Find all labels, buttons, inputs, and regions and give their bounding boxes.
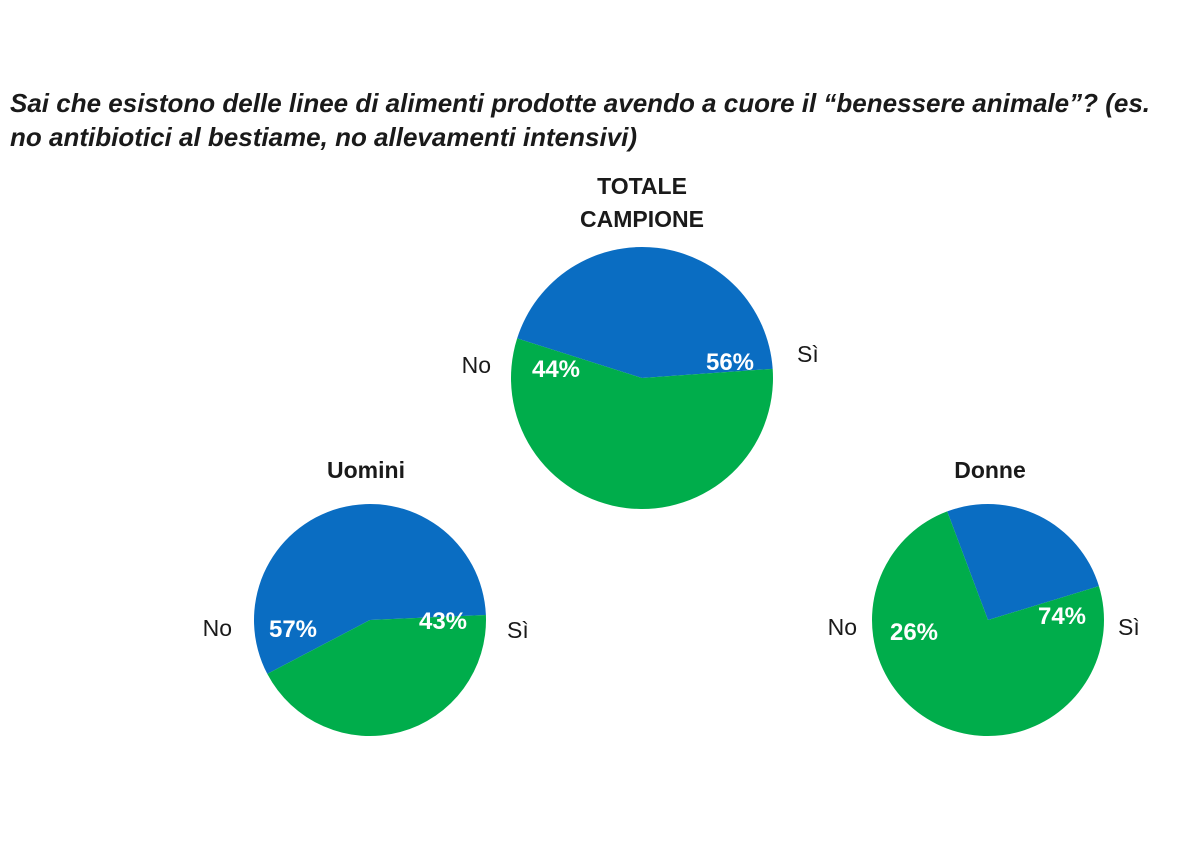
pie-side-label-totale-no: No xyxy=(462,352,491,378)
pie-totale-campione: TOTALE CAMPIONE No Sì 44% 56% xyxy=(462,173,819,509)
pie-side-label-donne-si: Sì xyxy=(1118,614,1140,640)
pie-side-label-totale-si: Sì xyxy=(797,341,819,367)
pie-title-totale-line-1: TOTALE xyxy=(597,173,687,199)
pie-value-donne-no: 26% xyxy=(890,619,938,646)
pie-side-label-donne-no: No xyxy=(828,614,857,640)
pie-title-donne: Donne xyxy=(954,457,1026,483)
pie-side-label-uomini-no: No xyxy=(203,615,232,641)
pie-value-uomini-si: 43% xyxy=(419,608,467,635)
pie-slice-uomini-no xyxy=(254,504,486,674)
pie-value-uomini-no: 57% xyxy=(269,616,317,643)
pie-slice-totale-si xyxy=(510,338,773,509)
pie-slice-donne-no xyxy=(947,504,1099,620)
pie-slice-uomini-si xyxy=(267,614,487,737)
pie-side-label-uomini-si: Sì xyxy=(507,617,529,643)
pie-donne: Donne No Sì 26% 74% xyxy=(828,457,1140,737)
pie-title-totale-line-2: CAMPIONE xyxy=(580,206,704,232)
pie-slice-donne-si xyxy=(872,511,1105,737)
pie-title-uomini: Uomini xyxy=(327,457,405,483)
pie-slice-totale-no xyxy=(517,246,773,378)
pie-value-totale-si: 56% xyxy=(706,349,754,376)
chart-question-title: Sai che esistono delle linee di alimenti… xyxy=(10,88,1151,152)
pie-uomini: Uomini No Sì 57% 43% xyxy=(203,457,529,737)
pie-value-totale-no: 44% xyxy=(532,356,580,383)
pie-value-donne-si: 74% xyxy=(1038,603,1086,630)
